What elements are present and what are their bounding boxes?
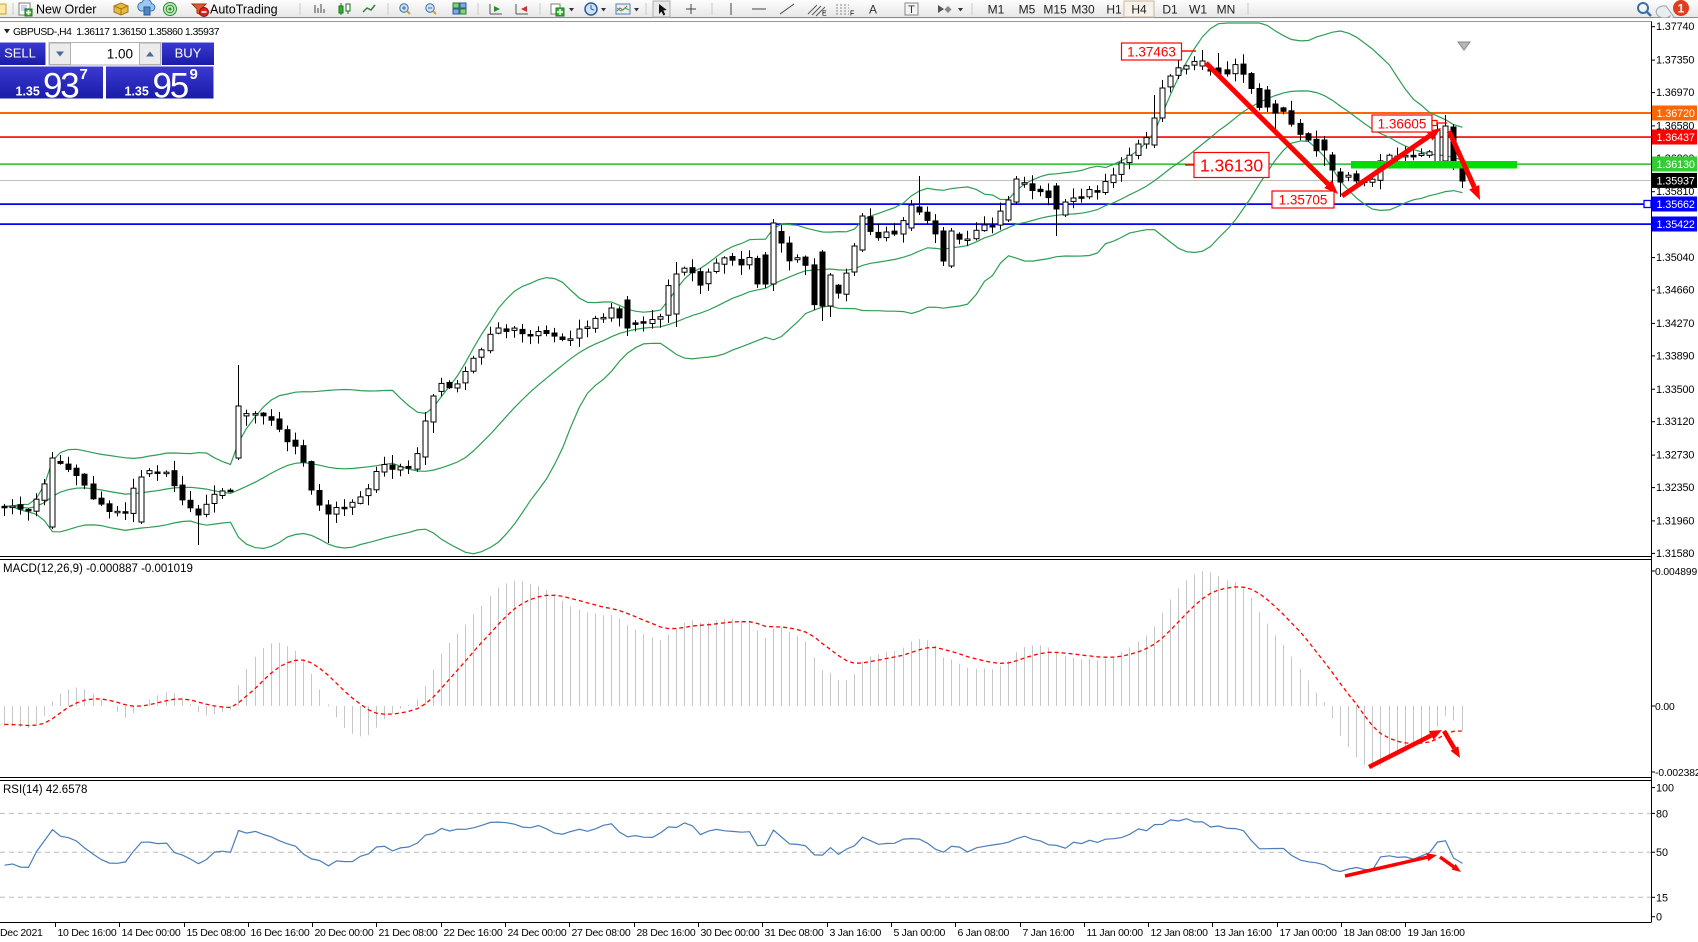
svg-text:1.35: 1.35 — [16, 85, 40, 99]
svg-text:1.36130: 1.36130 — [1200, 155, 1264, 175]
svg-text:1.33120: 1.33120 — [1656, 416, 1694, 428]
svg-text:1.31580: 1.31580 — [1656, 548, 1694, 560]
svg-text:0: 0 — [1656, 912, 1662, 924]
svg-text:D1: D1 — [1162, 3, 1178, 17]
svg-text:1.35662: 1.35662 — [1657, 199, 1695, 211]
svg-text:28 Dec 16:00: 28 Dec 16:00 — [637, 927, 696, 939]
svg-text:15 Dec 08:00: 15 Dec 08:00 — [187, 927, 246, 939]
svg-text:T: T — [908, 4, 915, 16]
svg-text:1.32350: 1.32350 — [1656, 482, 1694, 494]
svg-text:AutoTrading: AutoTrading — [210, 3, 278, 17]
svg-text:17 Jan 00:00: 17 Jan 00:00 — [1280, 927, 1338, 939]
svg-text:W1: W1 — [1189, 3, 1207, 17]
svg-text:-0.002382: -0.002382 — [1655, 768, 1698, 779]
svg-text:1.36720: 1.36720 — [1657, 108, 1695, 120]
svg-text:7: 7 — [80, 66, 88, 83]
svg-text:1.36580: 1.36580 — [1656, 120, 1694, 132]
svg-text:E: E — [822, 11, 827, 18]
svg-text:100: 100 — [1656, 783, 1674, 795]
svg-text:H1: H1 — [1106, 3, 1122, 17]
svg-text:1.35: 1.35 — [125, 85, 149, 99]
svg-text:1.36130: 1.36130 — [1657, 159, 1695, 171]
svg-text:F: F — [850, 11, 854, 18]
svg-text:11 Jan 00:00: 11 Jan 00:00 — [1087, 927, 1144, 939]
svg-text:3 Jan 16:00: 3 Jan 16:00 — [830, 927, 882, 939]
svg-text:10 Dec 16:00: 10 Dec 16:00 — [58, 927, 117, 939]
svg-text:22 Dec 16:00: 22 Dec 16:00 — [444, 927, 503, 939]
svg-text:BUY: BUY — [175, 46, 202, 61]
svg-text:24 Dec 00:00: 24 Dec 00:00 — [508, 927, 567, 939]
svg-text:14 Dec 00:00: 14 Dec 00:00 — [122, 927, 181, 939]
svg-text:1.37463: 1.37463 — [1127, 44, 1176, 59]
svg-text:50: 50 — [1656, 847, 1668, 859]
svg-text:20 Dec 00:00: 20 Dec 00:00 — [315, 927, 374, 939]
svg-text:1.31960: 1.31960 — [1656, 515, 1694, 527]
svg-text:1.35422: 1.35422 — [1657, 219, 1695, 231]
svg-text:1.34660: 1.34660 — [1656, 285, 1694, 297]
svg-text:13 Jan 16:00: 13 Jan 16:00 — [1215, 927, 1273, 939]
svg-text:16 Dec 16:00: 16 Dec 16:00 — [251, 927, 310, 939]
svg-text:0.00: 0.00 — [1655, 702, 1675, 713]
svg-text:Dec 2021: Dec 2021 — [0, 927, 43, 939]
svg-text:1.36970: 1.36970 — [1656, 87, 1694, 99]
svg-text:19 Jan 16:00: 19 Jan 16:00 — [1408, 927, 1466, 939]
svg-text:93: 93 — [43, 67, 78, 106]
svg-text:27 Dec 08:00: 27 Dec 08:00 — [572, 927, 631, 939]
svg-text:A: A — [869, 3, 877, 17]
svg-text:1.35705: 1.35705 — [1279, 192, 1328, 207]
svg-text:1.36437: 1.36437 — [1657, 132, 1695, 144]
svg-text:1.35937: 1.35937 — [1657, 175, 1695, 187]
svg-text:12 Jan 08:00: 12 Jan 08:00 — [1151, 927, 1209, 939]
svg-text:7 Jan 16:00: 7 Jan 16:00 — [1023, 927, 1075, 939]
svg-text:31 Dec 08:00: 31 Dec 08:00 — [765, 927, 824, 939]
svg-text:30 Dec 00:00: 30 Dec 00:00 — [701, 927, 760, 939]
svg-text:6 Jan 08:00: 6 Jan 08:00 — [958, 927, 1010, 939]
svg-text:18 Jan 08:00: 18 Jan 08:00 — [1344, 927, 1402, 939]
svg-text:New Order: New Order — [36, 3, 96, 17]
svg-text:21 Dec 08:00: 21 Dec 08:00 — [379, 927, 438, 939]
svg-text:1.00: 1.00 — [107, 47, 133, 62]
svg-text:MN: MN — [1217, 3, 1236, 17]
svg-text:H4: H4 — [1131, 3, 1147, 17]
svg-text:1.33890: 1.33890 — [1656, 350, 1694, 362]
svg-text:95: 95 — [153, 67, 188, 106]
svg-text:GBPUSD-,H4 1.36117 1.36150 1.: GBPUSD-,H4 1.36117 1.36150 1.35860 1.359… — [13, 27, 220, 38]
svg-text:M1: M1 — [988, 3, 1005, 17]
svg-text:1.37740: 1.37740 — [1656, 21, 1694, 33]
svg-text:M30: M30 — [1071, 3, 1095, 17]
svg-text:1.35810: 1.35810 — [1656, 186, 1694, 198]
svg-text:0.004899: 0.004899 — [1655, 567, 1698, 578]
svg-text:M5: M5 — [1019, 3, 1036, 17]
svg-text:1.32730: 1.32730 — [1656, 450, 1694, 462]
svg-text:5 Jan 00:00: 5 Jan 00:00 — [894, 927, 946, 939]
svg-text:SELL: SELL — [4, 46, 36, 61]
svg-text:9: 9 — [190, 66, 198, 83]
svg-text:1: 1 — [1678, 2, 1685, 16]
svg-text:1.33500: 1.33500 — [1656, 384, 1694, 396]
svg-text:1.36605: 1.36605 — [1378, 116, 1427, 131]
svg-text:1.34270: 1.34270 — [1656, 318, 1694, 330]
svg-text:15: 15 — [1656, 892, 1668, 904]
svg-text:1.37350: 1.37350 — [1656, 55, 1694, 67]
svg-text:1.35040: 1.35040 — [1656, 252, 1694, 264]
svg-text:M15: M15 — [1043, 3, 1067, 17]
svg-text:MACD(12,26,9) -0.000887 -0.001: MACD(12,26,9) -0.000887 -0.001019 — [3, 563, 193, 575]
svg-text:80: 80 — [1656, 808, 1668, 820]
svg-text:RSI(14) 42.6578: RSI(14) 42.6578 — [3, 784, 87, 796]
